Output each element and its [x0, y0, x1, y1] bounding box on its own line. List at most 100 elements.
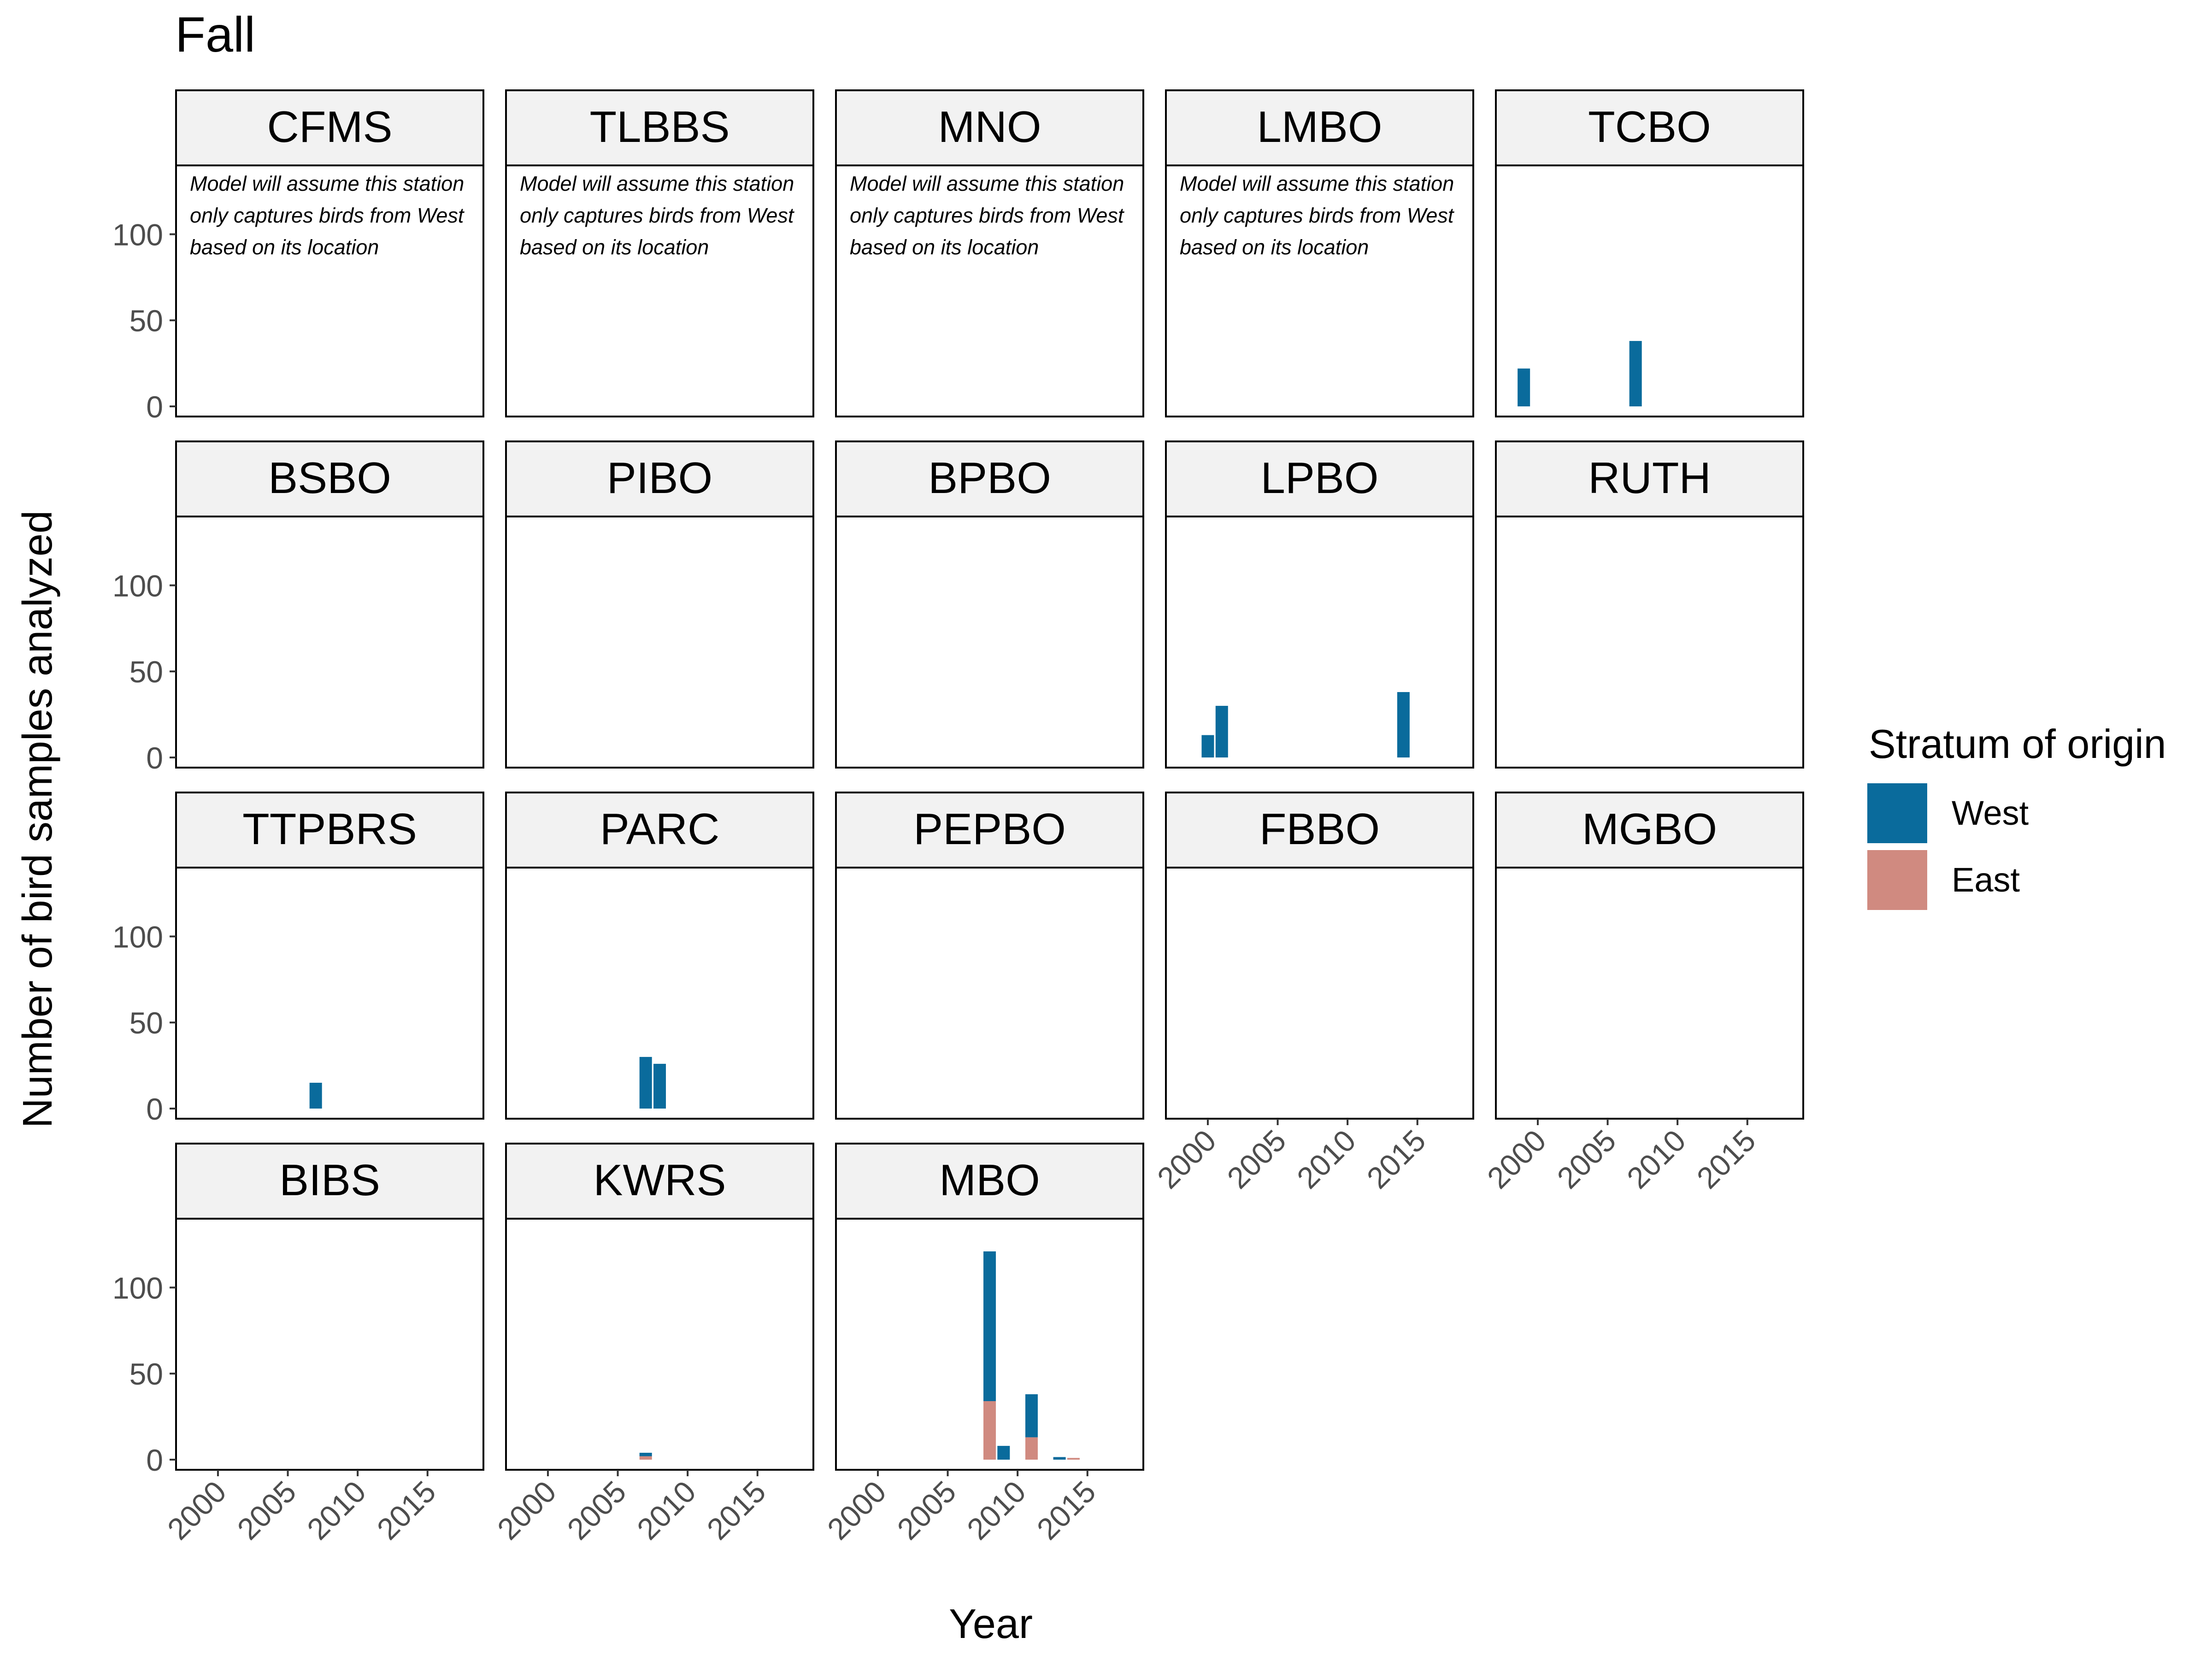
facet-strip-label: BSBO — [268, 453, 391, 503]
facet-panel-parc: PARC — [505, 792, 814, 1120]
x-tick-label: 2000 — [1151, 1123, 1223, 1195]
facet-note-line: only captures birds from West — [850, 204, 1125, 227]
facet-strip-label: FBBO — [1259, 804, 1380, 854]
facet-strip — [175, 89, 484, 166]
facet-strip — [505, 89, 814, 166]
facet-strip-label: KWRS — [594, 1156, 726, 1205]
x-tick-label: 2015 — [700, 1474, 772, 1546]
bar-east-2011 — [1025, 1437, 1038, 1460]
x-tick-label: 2000 — [1481, 1123, 1553, 1195]
x-tick-label: 2015 — [1690, 1123, 1762, 1195]
legend-label-west: West — [1952, 794, 2029, 832]
bar-west-2009 — [997, 1446, 1010, 1460]
facet-strip-label: BIBS — [279, 1156, 380, 1205]
x-tick-label: 2000 — [491, 1474, 563, 1546]
x-tick-label: 2015 — [1030, 1474, 1102, 1546]
facet-plot-area — [1495, 164, 1804, 417]
facet-strip-label: LMBO — [1257, 102, 1382, 152]
facet-note-line: only captures birds from West — [190, 204, 465, 227]
facet-strip-label: PEPBO — [913, 804, 1066, 854]
bar-east-2008 — [983, 1401, 996, 1460]
facet-panel-tlbbs: TLBBS Model will assume this station only … — [505, 89, 814, 417]
x-tick-label: 2005 — [230, 1474, 302, 1546]
y-tick-label: 50 — [129, 304, 163, 338]
facet-plot-area — [1165, 516, 1474, 769]
facet-panel-cfms: CFMS Model will assume this station only c… — [112, 89, 484, 424]
bar-west-2007 — [1629, 341, 1642, 406]
facet-panel-lmbo: LMBO Model will assume this station only c… — [1165, 89, 1474, 417]
facet-strip — [505, 792, 814, 869]
facet-plot-area — [1495, 867, 1804, 1120]
facet-strip-label: PIBO — [607, 453, 712, 503]
bar-west-1999 — [1518, 368, 1530, 406]
facet-plot-area — [505, 164, 814, 417]
facet-strip — [835, 89, 1144, 166]
x-tick-label: 2010 — [300, 1474, 372, 1546]
facet-plot-area — [1495, 516, 1804, 769]
bar-east-2014 — [1067, 1458, 1080, 1460]
y-tick-label: 50 — [129, 1006, 163, 1040]
facet-strip-label: LPBO — [1260, 453, 1378, 503]
facet-panel-pepbo: PEPBO — [835, 792, 1144, 1120]
x-tick-label: 2000 — [161, 1474, 233, 1546]
facet-plot-area — [175, 1218, 484, 1471]
facet-strip — [1495, 792, 1804, 869]
facet-panel-bpbo: BPBO — [835, 440, 1144, 769]
facet-note-line: based on its location — [850, 235, 1039, 259]
bar-west-2000 — [1201, 735, 1214, 757]
bar-west-2014 — [1397, 692, 1410, 757]
legend-label-east: East — [1952, 861, 2020, 899]
facet-strip — [835, 792, 1144, 869]
facet-strip-label: CFMS — [267, 102, 393, 152]
facet-note-line: based on its location — [190, 235, 379, 259]
x-tick-label: 2010 — [1620, 1123, 1692, 1195]
facet-panel-mno: MNO Model will assume this station only ca… — [835, 89, 1144, 417]
y-tick-label: 100 — [112, 569, 163, 603]
facet-strip — [505, 440, 814, 517]
facet-panel-ttpbrs: TTPBRS 0 50 100 — [112, 792, 484, 1126]
facet-strip-label: TTPBRS — [242, 804, 417, 854]
facet-strip-label: BPBO — [928, 453, 1051, 503]
facet-plot-area — [175, 516, 484, 769]
facet-note-line: only captures birds from West — [1180, 204, 1455, 227]
facet-strip — [835, 1143, 1144, 1220]
facet-note-line: Model will assume this station — [1180, 172, 1454, 195]
x-tick-label: 2010 — [960, 1474, 1032, 1546]
facet-strip-label: RUTH — [1588, 453, 1711, 503]
facet-note-line: based on its location — [1180, 235, 1369, 259]
facet-strip-label: MGBO — [1582, 804, 1717, 854]
x-tick-label: 2005 — [1220, 1123, 1292, 1195]
facet-plot-area — [835, 164, 1144, 417]
chart-title: Fall — [175, 6, 255, 62]
facet-plot-area — [175, 867, 484, 1120]
legend: Stratum of origin West East — [1867, 721, 2166, 910]
facet-strip — [1165, 792, 1474, 869]
facet-plot-area — [175, 164, 484, 417]
y-tick-label: 50 — [129, 1357, 163, 1391]
facet-strip-label: TLBBS — [589, 102, 729, 152]
bar-west-2008 — [653, 1063, 666, 1109]
facet-panel-ruth: RUTH — [1495, 440, 1804, 769]
y-tick-label: 0 — [146, 1092, 163, 1126]
x-tick-label: 2010 — [630, 1474, 702, 1546]
y-tick-label: 100 — [112, 217, 163, 252]
facet-note-line: Model will assume this station — [850, 172, 1124, 195]
x-tick-label: 2015 — [370, 1474, 442, 1546]
bar-east-2007 — [639, 1456, 652, 1460]
x-tick-label: 2000 — [821, 1474, 893, 1546]
y-tick-label: 0 — [146, 390, 163, 424]
facet-strip — [835, 440, 1144, 517]
facet-note-line: Model will assume this station — [520, 172, 794, 195]
bar-west-2001 — [1215, 705, 1228, 757]
legend-key-west — [1867, 783, 1927, 843]
legend-title: Stratum of origin — [1869, 721, 2166, 767]
facet-note-line: based on its location — [520, 235, 709, 259]
y-tick-label: 0 — [146, 741, 163, 775]
facet-plot-area — [1165, 164, 1474, 417]
